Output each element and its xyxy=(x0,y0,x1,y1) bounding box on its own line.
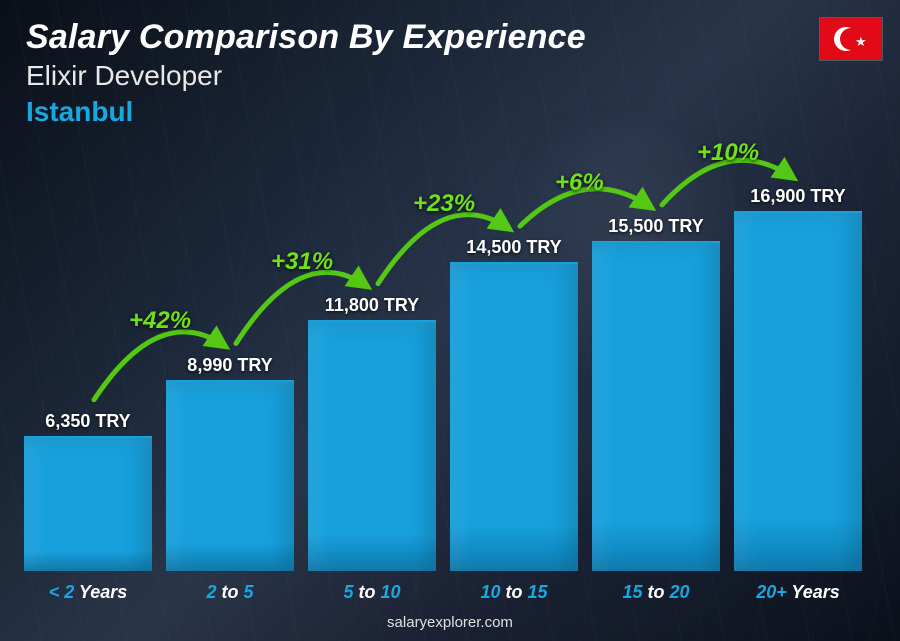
bar: 16,900 TRY xyxy=(734,211,862,571)
chart-location: Istanbul xyxy=(26,96,133,128)
bar-value-label: 8,990 TRY xyxy=(187,355,272,376)
footer-credit: salaryexplorer.com xyxy=(0,614,900,631)
bar-chart: 6,350 TRY8,990 TRY11,800 TRY14,500 TRY15… xyxy=(24,140,862,571)
bar: 8,990 TRY xyxy=(166,380,294,572)
bar-value-label: 6,350 TRY xyxy=(45,411,130,432)
bar-column: 6,350 TRY xyxy=(24,436,152,571)
bar-value-label: 14,500 TRY xyxy=(466,237,561,258)
x-axis-label: 10 to 15 xyxy=(450,582,578,603)
x-axis-label: 5 to 10 xyxy=(308,582,436,603)
x-axis-label: 2 to 5 xyxy=(166,582,294,603)
bar-value-label: 11,800 TRY xyxy=(325,295,419,316)
x-axis-label: 20+ Years xyxy=(734,582,862,603)
bar: 6,350 TRY xyxy=(24,436,152,571)
chart-title: Salary Comparison By Experience xyxy=(26,18,586,57)
chart-subtitle: Elixir Developer xyxy=(26,60,222,92)
bar-value-label: 15,500 TRY xyxy=(608,216,703,237)
bar-column: 16,900 TRY xyxy=(734,211,862,571)
bar-value-label: 16,900 TRY xyxy=(750,186,845,207)
bar-column: 14,500 TRY xyxy=(450,262,578,571)
bar-column: 15,500 TRY xyxy=(592,241,720,571)
x-axis-labels: < 2 Years 2 to 5 5 to 10 10 to 15 15 to 20 20… xyxy=(24,582,862,603)
bar: 14,500 TRY xyxy=(450,262,578,571)
infographic: Salary Comparison By Experience Elixir D… xyxy=(0,0,900,641)
bar: 15,500 TRY xyxy=(592,241,720,571)
flag-turkey-icon: ★ xyxy=(820,18,882,60)
bar-column: 8,990 TRY xyxy=(166,380,294,572)
bar: 11,800 TRY xyxy=(308,320,436,571)
bar-column: 11,800 TRY xyxy=(308,320,436,571)
x-axis-label: 15 to 20 xyxy=(592,582,720,603)
x-axis-label: < 2 Years xyxy=(24,582,152,603)
